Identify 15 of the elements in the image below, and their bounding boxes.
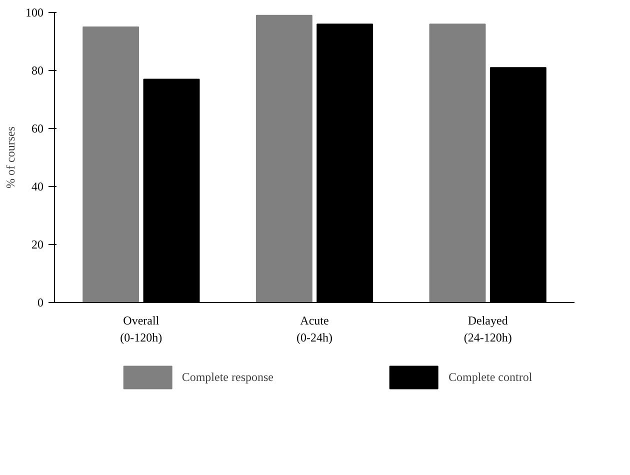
y-tick-label: 100 <box>26 6 44 20</box>
y-tick-label: 60 <box>32 122 44 136</box>
bar <box>256 14 312 302</box>
y-tick-label: 20 <box>32 238 44 252</box>
y-tick-label: 0 <box>38 296 44 310</box>
x-tick-label: Delayed (24-120h) <box>464 314 512 344</box>
x-tick-label: Acute (0-24h) <box>296 314 333 344</box>
bar <box>82 26 140 302</box>
legend-label: Complete response <box>182 370 274 384</box>
legend-label: Complete control <box>448 370 532 384</box>
bar <box>429 24 486 302</box>
y-axis-title: % of courses <box>4 126 18 188</box>
x-tick-label: Overall (0-120h) <box>120 314 162 344</box>
y-tick-label: 80 <box>32 64 44 78</box>
y-tick-label: 40 <box>32 180 44 194</box>
